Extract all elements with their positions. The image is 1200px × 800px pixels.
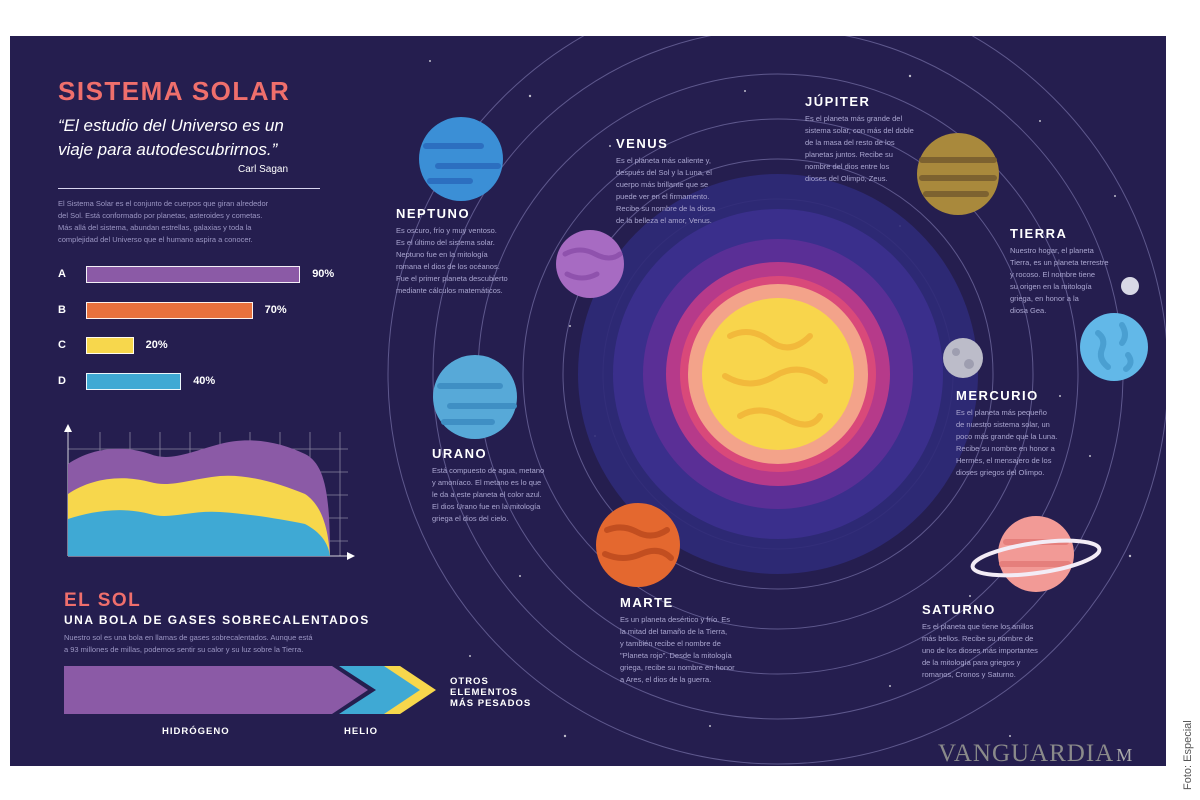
sun-subtitle: UNA BOLA DE GASES SOBRECALENTADOS [64, 613, 370, 627]
jupiter-planet [917, 133, 999, 215]
earth-info: TIERRA Nuestro hogar, el planeta Tierra, … [1010, 226, 1109, 315]
venus-planet [556, 230, 624, 298]
venus-name: VENUS [616, 136, 669, 151]
earth-name: TIERRA [1010, 226, 1068, 241]
bar-value-label: 70% [264, 303, 287, 316]
quote-line-1: “El estudio del Universo es un [58, 116, 284, 135]
helium-label: HELIO [344, 726, 379, 737]
infographic-board: SISTEMA SOLAR “El estudio del Universo e… [10, 36, 1166, 766]
uranus-name: URANO [432, 446, 488, 461]
bar-value-label: 20% [145, 339, 168, 351]
mercury-info: MERCURIO Es el planeta más pequeño de nue… [956, 388, 1058, 477]
bar-category-label: D [58, 374, 66, 387]
bar-chart: A 90% B 70% C 20% D 40% [58, 266, 348, 406]
sun-composition-arrow [64, 666, 436, 714]
divider [58, 188, 320, 189]
neptune-planet [419, 117, 503, 201]
moon [1121, 277, 1139, 295]
hydrogen-label: HIDRÓGENO [162, 726, 230, 737]
bar [86, 266, 301, 283]
other-elements-label: OTROS ELEMENTOS MÁS PESADOS [450, 676, 532, 709]
intro-text: El Sistema Solar es el conjunto de cuerp… [58, 199, 269, 244]
jupiter-name: JÚPITER [805, 94, 871, 109]
earth-planet [1080, 313, 1148, 381]
bar-category-label: B [58, 303, 66, 316]
bar-value-label: 40% [193, 374, 216, 387]
sun-text: Nuestro sol es una bola en llamas de gas… [64, 633, 313, 654]
bar-category-label: A [58, 268, 66, 280]
bar-category-label: C [58, 339, 66, 351]
page-title: SISTEMA SOLAR [58, 76, 291, 106]
mars-planet [596, 503, 680, 587]
bar-value-label: 90% [312, 268, 335, 280]
bar [86, 372, 182, 390]
vanguardia-watermark: VANGUARDIA M [938, 740, 1134, 767]
quote-author: Carl Sagan [238, 164, 289, 175]
mars-name: MARTE [620, 595, 674, 610]
saturn-name: SATURNO [922, 602, 996, 617]
area-chart [64, 424, 355, 560]
bar [86, 301, 253, 319]
neptune-info: NEPTUNO Es oscuro, frío y muy ventoso. Es… [396, 206, 508, 295]
mercury-name: MERCURIO [956, 388, 1039, 403]
mars-info: MARTE Es un planeta desértico y frío. Es… [620, 595, 735, 684]
neptune-name: NEPTUNO [396, 206, 471, 221]
uranus-planet [433, 355, 517, 439]
uranus-info: URANO Está compuesto de agua, metano y am… [432, 446, 545, 523]
saturn-info: SATURNO Es el planeta que tiene los anil… [922, 602, 1038, 679]
sun-title: EL SOL [64, 590, 142, 611]
mercury-planet [943, 338, 983, 378]
quote-line-2: viaje para autodescubrirnos.” [58, 140, 278, 159]
solar-system-illustration [387, 36, 1166, 765]
photo-credit: Foto: Especial [1182, 720, 1194, 790]
venus-info: VENUS Es el planeta más caliente y, despu… [616, 136, 716, 225]
jupiter-info: JÚPITER Es el planeta más grande del sist… [805, 94, 914, 183]
saturn-planet [970, 516, 1102, 592]
bar [86, 337, 134, 354]
